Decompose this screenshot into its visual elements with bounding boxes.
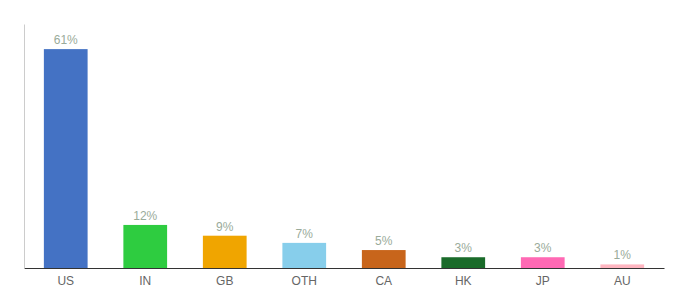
bar <box>441 257 485 268</box>
bar <box>44 49 88 268</box>
data-label: 3% <box>455 241 473 255</box>
bar <box>521 257 565 268</box>
x-tick: IN <box>139 268 151 288</box>
data-label: 5% <box>375 234 393 248</box>
bars <box>44 49 644 268</box>
data-label: 61% <box>54 33 78 47</box>
x-axis: US IN GB OTH CA HK JP AU <box>25 268 665 288</box>
x-tick-label: GB <box>216 274 233 288</box>
x-tick-label: IN <box>139 274 151 288</box>
chart: US IN GB OTH CA HK JP AU 61% 12% 9% 7% 5% 3% 3% 1% <box>0 0 680 300</box>
data-label: 3% <box>534 241 552 255</box>
data-labels: 61% 12% 9% 7% 5% 3% 3% 1% <box>54 33 632 262</box>
x-tick-label: HK <box>455 274 472 288</box>
x-tick-label: AU <box>614 274 631 288</box>
x-tick: US <box>57 268 74 288</box>
bar <box>600 264 644 268</box>
x-tick: AU <box>614 268 631 288</box>
x-tick-label: CA <box>375 274 392 288</box>
bar <box>123 225 167 268</box>
bar <box>203 236 247 268</box>
x-axis-line <box>25 268 665 269</box>
x-tick: CA <box>375 268 392 288</box>
y-axis-line <box>24 25 25 269</box>
data-label: 9% <box>216 220 234 234</box>
x-tick: JP <box>536 268 550 288</box>
data-label: 7% <box>296 227 314 241</box>
x-tick: HK <box>455 268 472 288</box>
bar <box>282 243 326 268</box>
data-label: 12% <box>133 209 157 223</box>
bar <box>362 250 406 268</box>
x-tick-label: OTH <box>292 274 317 288</box>
data-label: 1% <box>614 248 632 262</box>
x-tick: GB <box>216 268 233 288</box>
plot: US IN GB OTH CA HK JP AU 61% 12% 9% 7% 5% 3% 3% 1% <box>25 25 665 288</box>
x-tick-label: US <box>57 274 74 288</box>
y-axis <box>24 25 25 269</box>
x-tick-label: JP <box>536 274 550 288</box>
x-tick: OTH <box>292 268 317 288</box>
